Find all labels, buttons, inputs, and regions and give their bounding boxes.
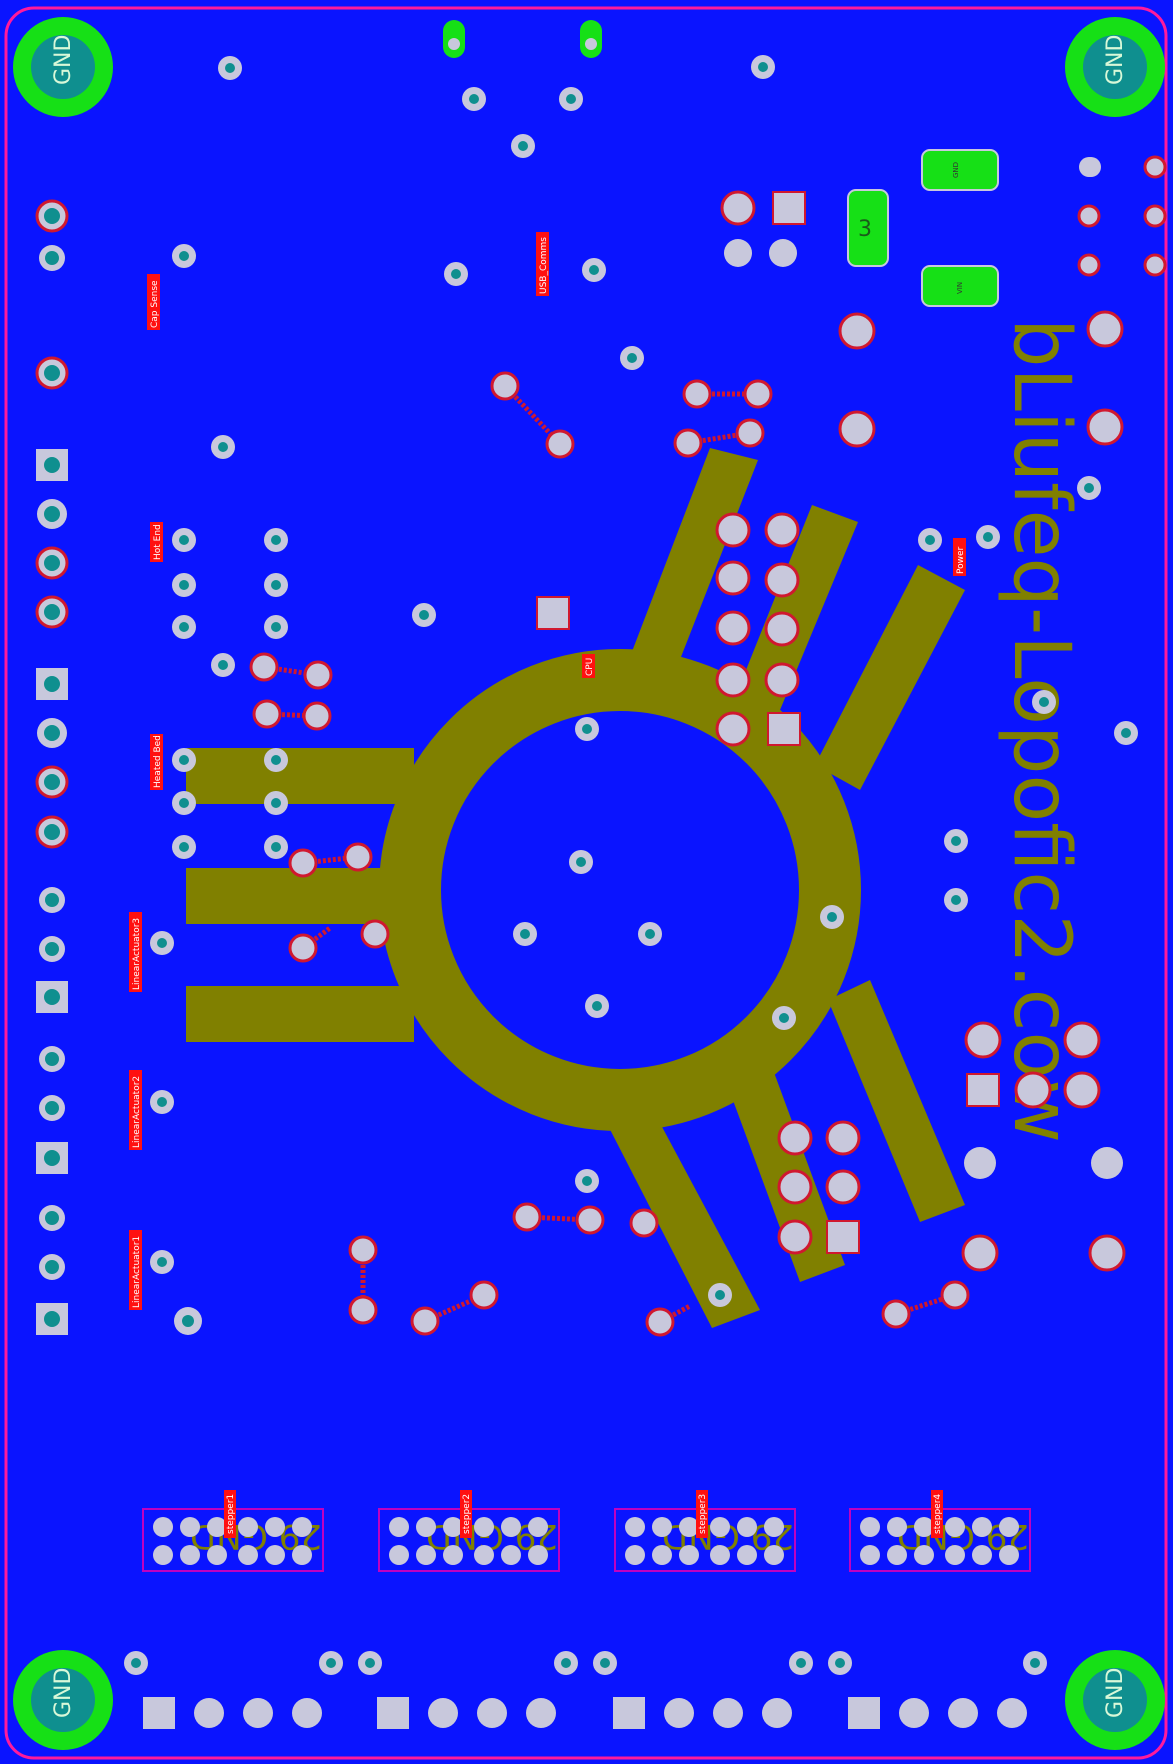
label-text: LinearActuator1 [132,1236,142,1308]
mount-hole-label: GND [51,1668,76,1718]
stepper-header-2: 29 GND stepper2 [378,1490,560,1572]
mount-hole-label: GND [1103,35,1128,85]
pad [35,815,69,849]
board-outline [4,6,1168,1760]
square-pad [36,1303,68,1335]
stepper-header-1: 29 GND stepper1 [142,1490,324,1572]
label-text: Power [956,546,966,574]
label-linear-actuator-3: LinearActuator3 [129,912,142,992]
top-oval-pads [443,20,602,58]
stepper-label: stepper2 [462,1494,472,1534]
voltage-regulator: GND 3 VIN [847,149,999,307]
label-text: Heated Bed [153,735,163,788]
pad [39,245,65,271]
label-linear-actuator-2: LinearActuator2 [129,1070,142,1150]
regulator-vin-label: VIN [956,282,964,294]
square-pad [36,1142,68,1174]
mount-hole-bottom-right: GND [1065,1650,1165,1750]
ringed-vias [249,155,1167,1337]
mount-holes: GND GND GND GND [13,17,1165,1750]
mount-hole-label: GND [51,35,76,85]
net-labels: Cap Sense USB_Comms Hot End Power CPU He… [129,232,966,1310]
pad [39,936,65,962]
label-text: Hot End [153,524,163,560]
square-pad [36,981,68,1013]
pad [35,765,69,799]
via-drills [131,62,1131,1668]
label-text: LinearActuator2 [132,1076,142,1148]
square-pad [36,668,68,700]
mount-hole-label: GND [1103,1668,1128,1718]
stepper-label: stepper3 [698,1494,708,1534]
label-cpu: CPU [582,654,595,678]
label-text: Cap Sense [150,280,160,328]
label-usb-comms: USB_Comms [536,232,549,296]
pad [39,1254,65,1280]
left-connector-pads [35,199,69,1335]
mount-hole-top-right: GND [1065,17,1165,117]
stepper-header-3: 29 GND stepper3 [614,1490,796,1572]
regulator-out-label: 3 [858,217,872,242]
logo-silkscreen [186,448,965,1328]
pad [37,718,67,748]
stepper-label: stepper1 [226,1494,236,1534]
pad [39,1095,65,1121]
label-cap-sense: Cap Sense [147,274,160,330]
label-linear-actuator-1: LinearActuator1 [129,1230,142,1310]
square-pad [36,449,68,481]
pad [39,887,65,913]
stepper-label: stepper4 [933,1494,943,1534]
regulator-gnd-label: GND [952,162,960,178]
board-url-text: bLiufeq-Lopofic2.cow [996,318,1086,1143]
mount-hole-top-left: GND [13,17,113,117]
pad [35,595,69,629]
square-pads [536,191,1000,1254]
label-text: CPU [585,658,595,676]
label-text: USB_Comms [539,237,549,294]
bottom-connector-pads [143,1697,1027,1729]
mount-hole-bottom-left: GND [13,1650,113,1750]
pad [39,1205,65,1231]
label-text: LinearActuator3 [132,918,142,990]
pad [39,1046,65,1072]
label-hot-end: Hot End [150,522,163,562]
pad [35,356,69,390]
stepper-header-4: 29 GND stepper4 [849,1490,1031,1572]
label-heated-bed: Heated Bed [150,734,163,790]
pad [37,499,67,529]
pad [35,546,69,580]
pad [35,199,69,233]
label-power: Power [953,538,966,576]
